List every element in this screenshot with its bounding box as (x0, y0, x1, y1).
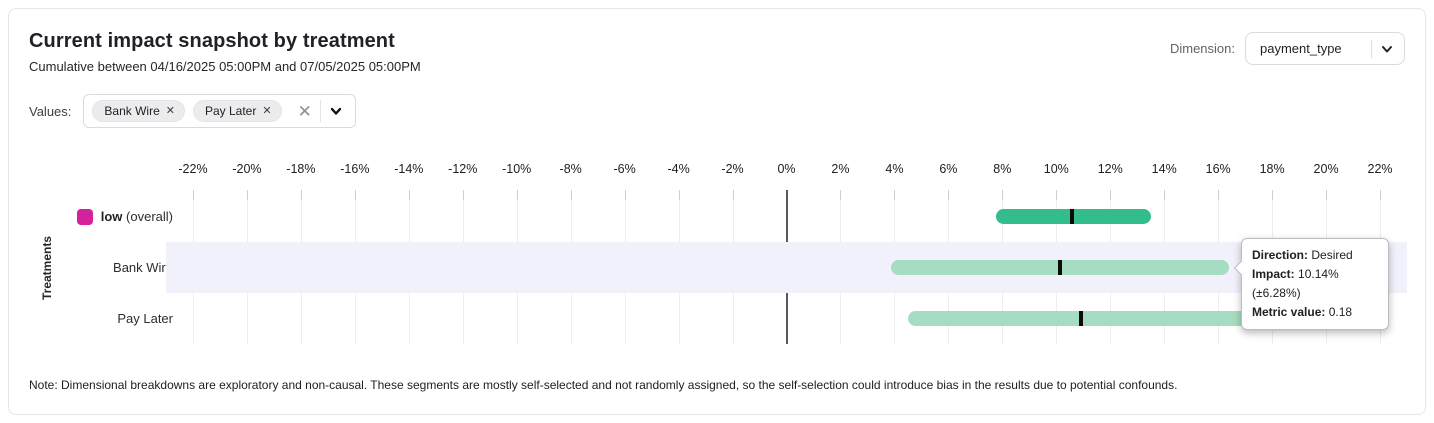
axis-tick (948, 190, 950, 200)
point-estimate-tick (1058, 260, 1063, 275)
tooltip-metric-row: Metric value: 0.18 (1252, 303, 1378, 322)
chip-label: Pay Later (204, 104, 257, 118)
row-band (166, 242, 1407, 293)
axis-tick (246, 190, 248, 200)
tooltip-direction-row: Direction: Desired (1252, 246, 1378, 265)
x-tick-label: 4% (885, 162, 904, 176)
plot-area: -22% -20% -18% -16% -14% -12% -10% -8% -6% -4% -2%… (166, 158, 1407, 348)
legend-swatch (76, 208, 93, 225)
axis-tick (192, 190, 194, 200)
dimension-selected-value: payment_type (1260, 41, 1342, 56)
x-tick-label: 18% (1259, 162, 1285, 176)
x-tick-label: -18% (286, 162, 316, 176)
x-tick-label: 12% (1097, 162, 1123, 176)
x-tick-label: -12% (448, 162, 478, 176)
axis-tick (462, 190, 464, 200)
x-tick-label: 20% (1313, 162, 1339, 176)
row-labels: low (overall) Bank Wire Pay Later (29, 191, 173, 344)
row-label: Pay Later (29, 293, 173, 344)
x-tick-label: 22% (1367, 162, 1393, 176)
tooltip-impact-row: Impact: 10.14% (±6.28%) (1252, 265, 1378, 303)
axis-tick (1164, 190, 1166, 200)
chevron-down-icon[interactable] (329, 104, 343, 118)
axis-tick (1110, 190, 1112, 200)
tooltip: Direction: Desired Impact: 10.14% (±6.28… (1233, 238, 1389, 330)
axis-tick (1218, 190, 1220, 200)
x-tick-label: 14% (1151, 162, 1177, 176)
row-label-text: low (overall) (100, 209, 173, 224)
tooltip-impact-label: Impact: (1252, 267, 1295, 281)
values-label: Values: (29, 103, 72, 119)
chip-label: Bank Wire (104, 104, 160, 118)
axis-tick (840, 190, 842, 200)
x-tick-label: -22% (178, 162, 208, 176)
axis-tick (300, 190, 302, 200)
axis-tick (894, 190, 896, 200)
x-tick-label: 10% (1043, 162, 1069, 176)
chips-container: Bank Wire ✕ Pay Later ✕ (92, 100, 282, 122)
x-tick-label: -4% (667, 162, 690, 176)
axis-tick (732, 190, 734, 200)
clear-all-icon[interactable]: ✕ (297, 101, 312, 121)
x-tick-label: -16% (340, 162, 370, 176)
x-tick-label: -20% (232, 162, 262, 176)
header: Current impact snapshot by treatment Cum… (29, 27, 1405, 74)
x-tick-label: 16% (1205, 162, 1231, 176)
page-title: Current impact snapshot by treatment (29, 30, 395, 52)
impact-chart: Treatments low (overall) Bank Wire Pay Lat… (29, 158, 1407, 353)
filter-chip[interactable]: Bank Wire ✕ (92, 100, 185, 122)
dimension-select[interactable]: payment_type (1245, 32, 1405, 65)
x-tick-label: 6% (939, 162, 958, 176)
tooltip-direction-label: Direction: (1252, 248, 1309, 262)
x-tick-label: -2% (721, 162, 744, 176)
axis-tick (408, 190, 410, 200)
tooltip-impact-value: 10.14% (±6.28%) (1252, 267, 1339, 300)
select-divider (1371, 39, 1372, 58)
chevron-down-icon[interactable] (1380, 42, 1394, 56)
axis-tick (624, 190, 626, 200)
axis-tick (1272, 190, 1274, 200)
row-label: low (overall) (29, 191, 173, 242)
x-tick-label: 8% (993, 162, 1012, 176)
point-estimate-tick (1070, 209, 1075, 224)
row-label: Bank Wire (29, 242, 173, 293)
x-tick-label: -14% (394, 162, 424, 176)
x-tick-label: -10% (502, 162, 532, 176)
x-tick-label: 0% (777, 162, 796, 176)
x-tick-label: 2% (831, 162, 850, 176)
title-block: Current impact snapshot by treatment Cum… (29, 27, 421, 74)
row-band (166, 293, 1407, 344)
dimension-control: Dimension: payment_type (1170, 32, 1405, 65)
values-filter-row: Values: Bank Wire ✕ Pay Later ✕ ✕ (29, 94, 1405, 128)
axis-tick (570, 190, 572, 200)
values-multiselect[interactable]: Bank Wire ✕ Pay Later ✕ ✕ (83, 94, 356, 128)
axis-tick (1056, 190, 1058, 200)
impact-snapshot-card: Current impact snapshot by treatment Cum… (8, 8, 1426, 415)
values-divider (319, 100, 321, 122)
tooltip-metric-label: Metric value: (1252, 305, 1326, 319)
tooltip-direction-value: Desired (1311, 248, 1353, 262)
axis-tick (1326, 190, 1328, 200)
axis-tick (1002, 190, 1004, 200)
point-estimate-tick (1078, 311, 1083, 326)
row-band (166, 191, 1407, 242)
x-tick-label: -8% (559, 162, 582, 176)
row-label-text: Bank Wire (113, 260, 173, 275)
filter-chip[interactable]: Pay Later ✕ (192, 100, 282, 122)
x-tick-label: -6% (613, 162, 636, 176)
axis-tick (516, 190, 518, 200)
axis-tick (678, 190, 680, 200)
date-range-subtitle: Cumulative between 04/16/2025 05:00PM an… (29, 59, 421, 74)
dimension-label: Dimension: (1169, 41, 1235, 56)
row-label-text: Pay Later (117, 311, 173, 326)
tooltip-metric-value: 0.18 (1328, 305, 1353, 319)
axis-tick (354, 190, 356, 200)
chip-remove-icon[interactable]: ✕ (262, 104, 272, 117)
axis-tick (1380, 190, 1382, 200)
chip-remove-icon[interactable]: ✕ (165, 104, 175, 117)
footnote: Note: Dimensional breakdowns are explora… (29, 378, 1178, 392)
